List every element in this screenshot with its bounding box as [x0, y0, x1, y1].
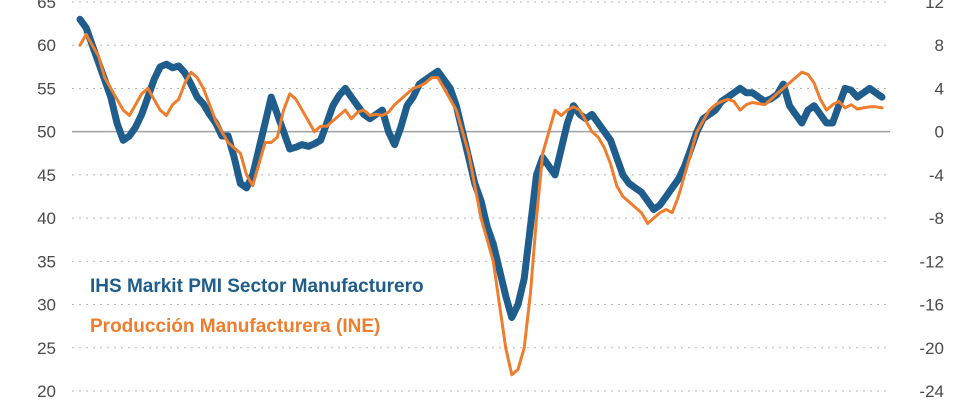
- left-tick-label: 25: [37, 339, 56, 358]
- series-lines: [76, 15, 886, 377]
- left-axis-tick-labels: 20 25 30 35 40 45 50 55 60 65: [37, 0, 56, 400]
- left-tick-label: 55: [37, 79, 56, 98]
- gridlines: [72, 1, 890, 392]
- left-tick-label: 40: [37, 209, 56, 228]
- series-line-pmi: [76, 15, 886, 321]
- right-tick-label: -4: [929, 166, 944, 185]
- right-tick-label: -12: [919, 252, 944, 271]
- legend-label-ine: Producción Manufacturera (INE): [90, 316, 380, 337]
- right-tick-label: 12: [925, 0, 944, 12]
- right-tick-label: -16: [919, 296, 944, 315]
- legend-label-pmi: IHS Markit PMI Sector Manufacturero: [90, 276, 424, 297]
- left-tick-label: 35: [37, 252, 56, 271]
- right-tick-label: 4: [935, 79, 944, 98]
- right-tick-label: 0: [935, 123, 944, 142]
- left-tick-label: 45: [37, 166, 56, 185]
- right-axis-tick-labels: -24 -20 -16 -12 -8 -4 0 4 8 12: [919, 0, 944, 400]
- right-tick-label: 8: [935, 36, 944, 55]
- legend: IHS Markit PMI Sector Manufacturero Prod…: [90, 276, 424, 337]
- left-tick-label: 60: [37, 36, 56, 55]
- series-line-ine: [78, 32, 884, 377]
- left-tick-label: 30: [37, 296, 56, 315]
- right-tick-label: -20: [919, 339, 944, 358]
- right-tick-label: -24: [919, 382, 944, 400]
- left-tick-label: 20: [37, 382, 56, 400]
- right-tick-label: -8: [929, 209, 944, 228]
- left-tick-label: 50: [37, 123, 56, 142]
- left-tick-label: 65: [37, 0, 56, 12]
